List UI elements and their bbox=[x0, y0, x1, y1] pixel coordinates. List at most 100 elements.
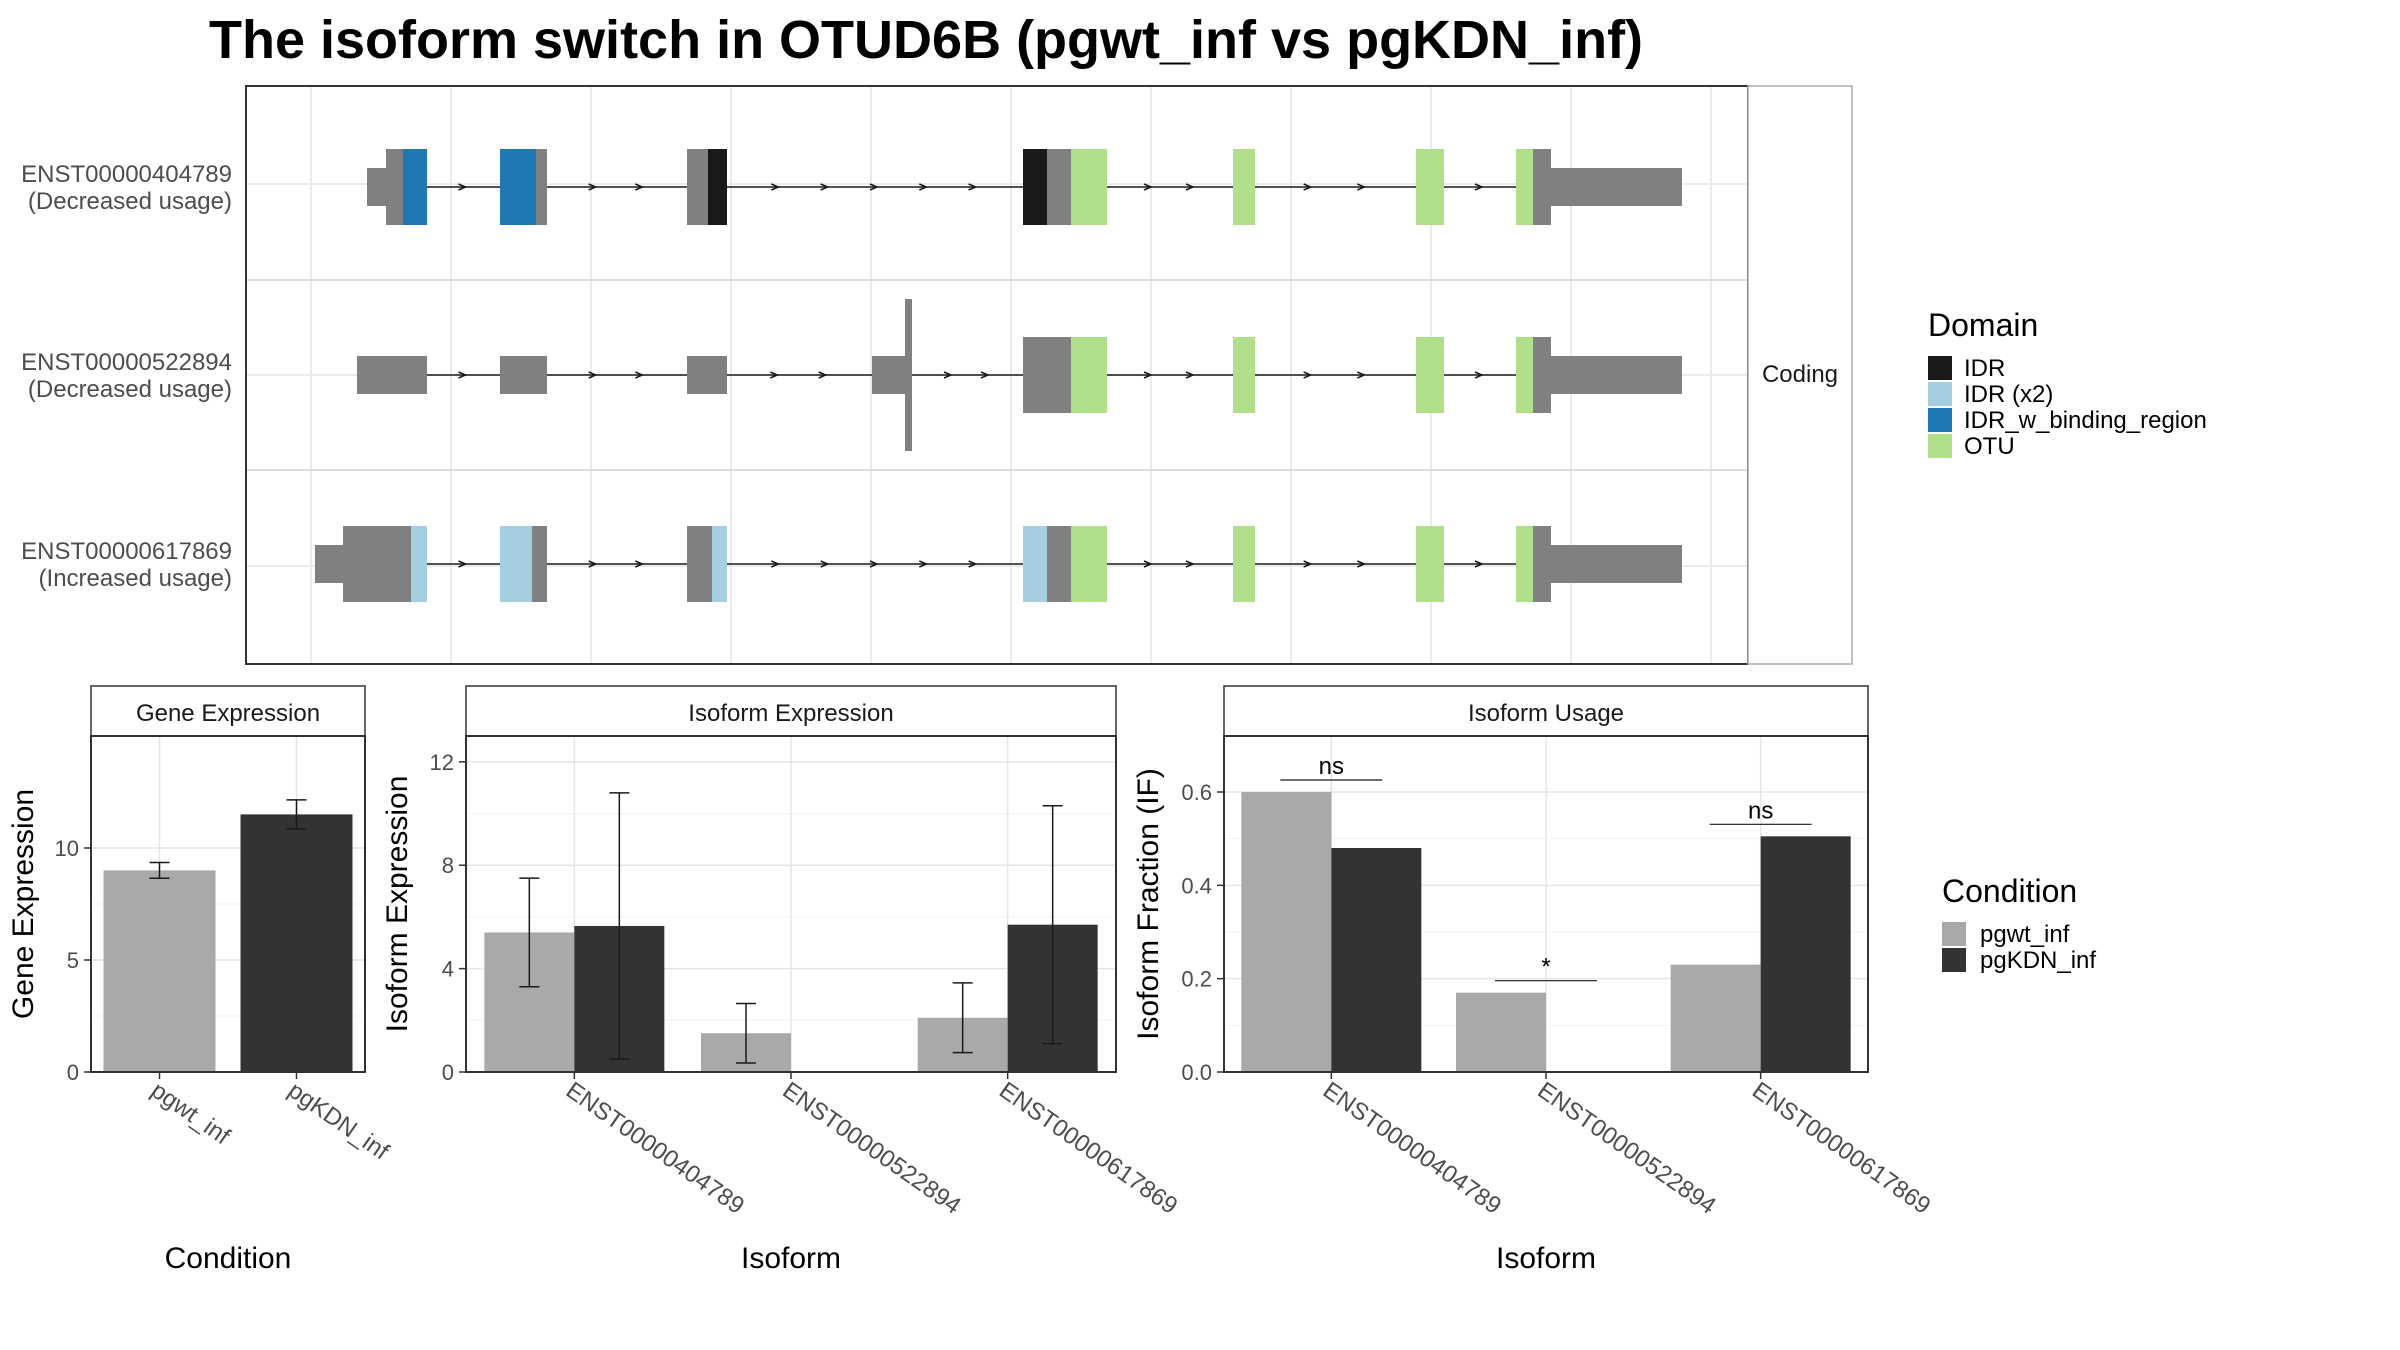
exon-coding-segment bbox=[1023, 337, 1071, 413]
intron-arrow bbox=[1357, 183, 1367, 191]
exon-coding-segment bbox=[1071, 337, 1107, 413]
figure-title: The isoform switch in OTUD6B (pgwt_inf v… bbox=[209, 10, 1643, 70]
x-tick-label-enst00000404789: ENST00000404789 bbox=[1318, 1077, 1506, 1220]
legend-label-otu: OTU bbox=[1964, 433, 2015, 460]
exon-coding-segment bbox=[1516, 526, 1533, 602]
exon-noncoding-segment bbox=[1551, 545, 1682, 583]
exon-noncoding-segment bbox=[1551, 168, 1682, 206]
intron-arrow bbox=[1474, 560, 1484, 568]
gene-expression-y-axis-title: Gene Expression bbox=[7, 789, 40, 1019]
exon-coding-segment bbox=[1023, 149, 1047, 225]
legend-key-pgwt bbox=[1942, 922, 1966, 946]
x-tick-label-pgwt-inf: pgwt_inf bbox=[146, 1077, 235, 1151]
exon-coding-segment bbox=[1023, 526, 1047, 602]
x-tick-label-enst00000617869: ENST00000617869 bbox=[1747, 1077, 1935, 1220]
intron-arrow bbox=[820, 560, 830, 568]
exon-coding-segment bbox=[712, 526, 727, 602]
legend-key-otu bbox=[1928, 434, 1952, 458]
intron-arrow bbox=[1185, 560, 1195, 568]
isoform-label-1-usage: (Decreased usage) bbox=[28, 188, 232, 215]
intron-arrow bbox=[919, 560, 929, 568]
intron-arrow bbox=[1357, 560, 1367, 568]
isoform-expression-border bbox=[465, 735, 1117, 1073]
intron-arrow bbox=[1303, 371, 1313, 379]
intron-arrow bbox=[635, 371, 645, 379]
legend-label-idr-binding: IDR_w_binding_region bbox=[1964, 407, 2207, 434]
intron-arrow bbox=[1143, 183, 1153, 191]
exon-coding-segment bbox=[500, 149, 536, 225]
intron-arrow bbox=[635, 560, 645, 568]
intron-arrow bbox=[635, 183, 645, 191]
bar-pgwt-inf bbox=[103, 870, 216, 1072]
bar-enst00000522894-pgwt-inf bbox=[1456, 992, 1546, 1072]
intron-arrow bbox=[943, 371, 953, 379]
isoform-usage-border bbox=[1223, 735, 1869, 1073]
intron-arrow bbox=[458, 560, 468, 568]
intron-arrow bbox=[770, 371, 780, 379]
intron-arrow bbox=[968, 560, 978, 568]
isoform-usage-x-axis-title: Isoform bbox=[1496, 1242, 1596, 1275]
isoform-usage-y-axis-title: Isoform Fraction (IF) bbox=[1132, 768, 1165, 1040]
exon-coding-segment bbox=[687, 149, 708, 225]
y-tick-label: 0 bbox=[67, 1060, 79, 1085]
intron-arrow bbox=[1143, 560, 1153, 568]
exon-noncoding-segment bbox=[367, 168, 386, 206]
gene-expression-strip-title: Gene Expression bbox=[136, 700, 320, 727]
intron-arrow bbox=[869, 560, 879, 568]
gene-expression-x-axis-title: Condition bbox=[165, 1242, 292, 1275]
intron-arrow bbox=[1143, 371, 1153, 379]
strip-label-coding: Coding bbox=[1762, 361, 1838, 388]
x-tick-label-pgkdn-inf: pgKDN_inf bbox=[283, 1077, 394, 1166]
intron-arrow bbox=[588, 560, 598, 568]
isoform-label-2-id: ENST00000522894 bbox=[21, 349, 232, 376]
exon-noncoding-segment bbox=[872, 356, 905, 394]
intron-arrow bbox=[588, 183, 598, 191]
legend-label-pgwt: pgwt_inf bbox=[1980, 921, 2070, 948]
intron-arrow bbox=[771, 183, 781, 191]
y-tick-label: 4 bbox=[442, 957, 454, 982]
exon-noncoding-segment bbox=[687, 356, 727, 394]
exon-coding-segment bbox=[1533, 337, 1551, 413]
isoform-label-3-id: ENST00000617869 bbox=[21, 538, 232, 565]
intron-arrow bbox=[771, 560, 781, 568]
legend-key-idr bbox=[1928, 356, 1952, 380]
intron-arrow bbox=[458, 183, 468, 191]
intron-arrow bbox=[919, 183, 929, 191]
intron-arrow bbox=[1185, 183, 1195, 191]
y-tick-label: 0.2 bbox=[1181, 967, 1212, 992]
bar-enst00000617869-pgkdn-inf bbox=[1760, 836, 1851, 1072]
condition-legend: Condition pgwt_inf pgKDN_inf bbox=[1942, 873, 2096, 974]
exon-coding-segment bbox=[1416, 149, 1444, 225]
isoform-expression-strip-title: Isoform Expression bbox=[688, 700, 893, 727]
x-tick-label-enst00000617869: ENST00000617869 bbox=[994, 1077, 1182, 1220]
structure-strip bbox=[1747, 85, 1853, 665]
exon-coding-segment bbox=[343, 526, 411, 602]
exon-coding-segment bbox=[411, 526, 427, 602]
exon-coding-segment bbox=[403, 149, 427, 225]
exon-coding-segment bbox=[1047, 149, 1071, 225]
exon-noncoding-segment bbox=[500, 356, 547, 394]
y-tick-label: 12 bbox=[430, 750, 454, 775]
intron-arrow bbox=[1474, 371, 1484, 379]
exon-coding-segment bbox=[532, 526, 547, 602]
exon-coding-segment bbox=[500, 526, 532, 602]
exon-coding-segment bbox=[1233, 149, 1255, 225]
gene-expression-panel: Gene Expression 0 5 10 pgwt_inf pgKDN_inf Ge… bbox=[7, 685, 394, 1275]
isoform-label-2-usage: (Decreased usage) bbox=[28, 376, 232, 403]
intron-arrow bbox=[1185, 371, 1195, 379]
exon-coding-segment bbox=[1416, 337, 1444, 413]
y-tick-label: 0.6 bbox=[1181, 780, 1212, 805]
exon-coding-segment bbox=[1533, 526, 1551, 602]
exon-coding-segment bbox=[1071, 149, 1107, 225]
exon-noncoding-segment bbox=[315, 545, 343, 583]
intron-arrow bbox=[1303, 560, 1313, 568]
exon-coding-segment bbox=[687, 526, 712, 602]
bar-enst00000404789-pgkdn-inf bbox=[1331, 848, 1422, 1072]
isoform-label-1-id: ENST00000404789 bbox=[21, 161, 232, 188]
intron-arrow bbox=[980, 371, 990, 379]
x-tick-label-enst00000404789: ENST00000404789 bbox=[561, 1077, 749, 1220]
isoform-usage-strip bbox=[1223, 685, 1869, 737]
intron-arrow bbox=[1303, 183, 1313, 191]
